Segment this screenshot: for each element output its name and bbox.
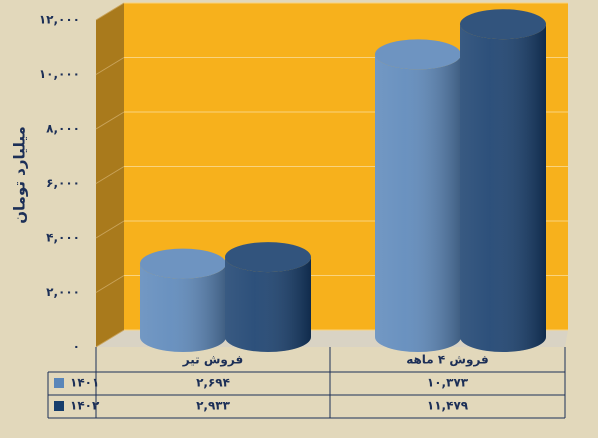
y-tick-label: ۱۲,۰۰۰: [39, 13, 80, 27]
cylinder-top-shade: [375, 39, 461, 70]
cylinder-top: [375, 39, 461, 70]
value-label: ۲,۶۹۴: [196, 376, 230, 390]
grid-line-side: [95, 2, 125, 21]
grid-line-side: [95, 166, 125, 184]
table-lines: [47, 347, 566, 419]
y-tick-label: ۴,۰۰۰: [46, 231, 80, 245]
cylinder-top: [460, 9, 546, 40]
grid-line-side: [95, 220, 125, 239]
cylinder-shade: [140, 263, 226, 352]
value-label: ۲,۹۳۳: [196, 399, 231, 413]
y-tick-label: ۸,۰۰۰: [46, 122, 80, 136]
cylinder-shade: [460, 24, 546, 352]
cylinder-top-shade: [140, 248, 226, 279]
grid-line-side: [95, 57, 125, 75]
value-label: ۱۱,۴۷۹: [427, 399, 469, 413]
legend-label: ۱۴۰۱: [70, 376, 99, 390]
y-tick-label: ۰: [73, 340, 80, 354]
y-tick-label: ۱۰,۰۰۰: [39, 67, 80, 81]
cylinder-shade: [375, 54, 461, 352]
cylinder-top: [140, 248, 226, 279]
cylinder-top: [225, 242, 311, 273]
cylinder-top-shade: [460, 9, 546, 40]
x-tick-label: فروش تیر: [182, 353, 243, 368]
grid-line-side: [95, 111, 125, 130]
y-tick-label: ۶,۰۰۰: [46, 176, 80, 190]
x-tick-label: فروش ۴ ماهه: [406, 353, 489, 368]
legend-swatch: [54, 378, 64, 388]
grid-line-side: [95, 329, 125, 348]
y-axis-title: میلیارد تومان: [11, 126, 29, 224]
cylinder-shade: [225, 257, 311, 352]
grid-line-side: [95, 275, 125, 293]
legend-swatch: [54, 401, 64, 411]
value-label: ۱۰,۳۷۳: [427, 376, 469, 390]
y-tick-label: ۲,۰۰۰: [46, 285, 80, 299]
legend-label: ۱۴۰۲: [70, 399, 100, 413]
cylinder-top-shade: [225, 242, 311, 273]
